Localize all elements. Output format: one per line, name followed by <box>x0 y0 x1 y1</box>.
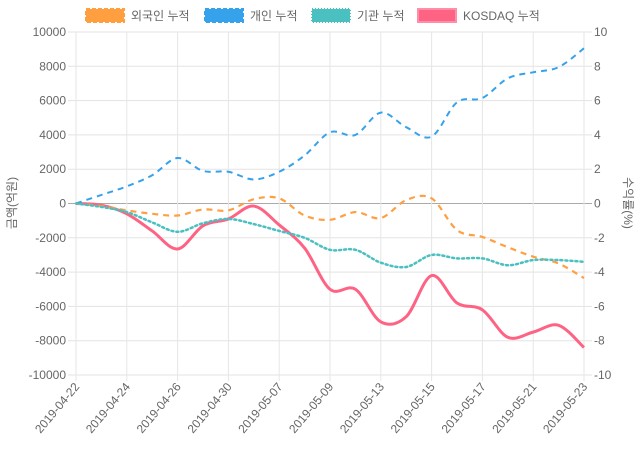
y-tick-label: -8000 <box>35 334 66 348</box>
legend-swatch-2 <box>311 8 351 23</box>
legend-label-3: KOSDAQ 누적 <box>463 9 540 23</box>
legend-label-2: 기관 누적 <box>357 9 405 23</box>
x-tick-label: 2019-05-13 <box>337 380 387 436</box>
x-tick-label: 2019-05-21 <box>489 380 539 436</box>
y-tick-label: 2000 <box>39 162 66 176</box>
x-tick-label: 2019-05-09 <box>286 380 336 436</box>
y-tick-label: -6000 <box>35 299 66 313</box>
x-tick-label: 2019-05-07 <box>235 380 285 436</box>
y-tick-label: -2000 <box>35 231 66 245</box>
y-tick-label: -4000 <box>35 265 66 279</box>
legend-label-1: 개인 누적 <box>250 9 298 23</box>
legend: 외국인 누적 개인 누적 기관 누적 KOSDAQ 누적 <box>85 8 540 23</box>
y-tick-label: 10000 <box>33 25 67 39</box>
grid <box>68 31 592 381</box>
y-axis-right: 10 8 6 4 2 0 -2 -4 -6 -8 -10 <box>594 25 612 382</box>
y-tick-label: 8000 <box>39 59 66 73</box>
y-tick-label-right: 2 <box>594 162 601 176</box>
y-tick-label: 4000 <box>39 128 66 142</box>
x-tick-label: 2019-04-26 <box>134 380 184 436</box>
x-tick-label: 2019-05-23 <box>540 380 590 436</box>
y-tick-label-right: -6 <box>594 299 605 313</box>
legend-swatch-0 <box>85 8 125 23</box>
y-tick-label-right: 4 <box>594 128 601 142</box>
y-tick-label: -10000 <box>29 368 67 382</box>
y-tick-label: 0 <box>59 197 66 211</box>
x-axis: 2019-04-22 2019-04-24 2019-04-26 2019-04-30… <box>32 380 590 436</box>
y-axis-left-title: 금액(억원) <box>5 177 19 229</box>
legend-label-0: 외국인 누적 <box>131 9 190 23</box>
y-tick-label-right: 6 <box>594 94 601 108</box>
y-axis-left: 10000 8000 6000 4000 2000 0 -2000 -4000 -6000 -80… <box>29 25 67 382</box>
x-tick-label: 2019-04-24 <box>83 380 133 436</box>
x-tick-label: 2019-05-15 <box>388 380 438 436</box>
series-line-1 <box>75 47 585 205</box>
legend-swatch-1 <box>204 8 244 23</box>
series-lines <box>74 47 586 349</box>
y-tick-label-right: -8 <box>594 334 605 348</box>
y-tick-label-right: 8 <box>594 59 601 73</box>
y-tick-label-right: 0 <box>594 197 601 211</box>
y-tick-label: 6000 <box>39 94 66 108</box>
legend-swatch-3 <box>417 8 457 23</box>
y-tick-label-right: 10 <box>594 25 608 39</box>
y-axis-right-title: 수익률(%) <box>621 177 635 229</box>
y-tick-label-right: -4 <box>594 265 605 279</box>
x-tick-label: 2019-04-30 <box>185 380 235 436</box>
x-tick-label: 2019-04-22 <box>32 380 82 436</box>
x-tick-label: 2019-05-17 <box>439 380 489 436</box>
y-tick-label-right: -2 <box>594 231 605 245</box>
y-tick-label-right: -10 <box>594 368 612 382</box>
